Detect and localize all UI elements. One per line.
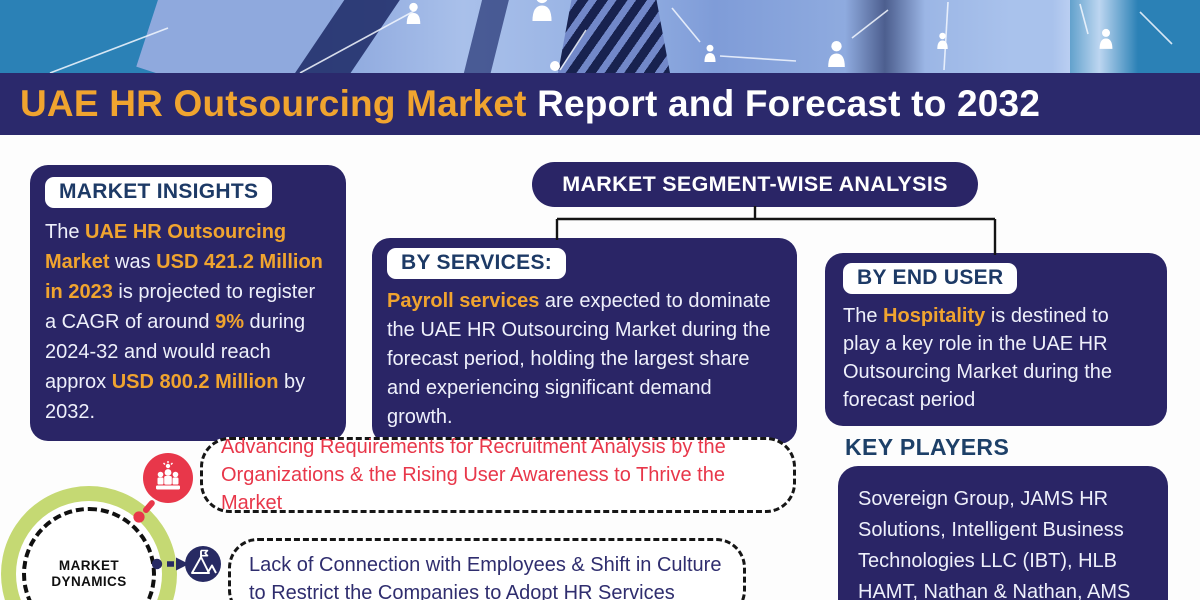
market-dynamics-badge: MARKET DYNAMICS <box>1 486 177 600</box>
by-services-body: Payroll services are expected to dominat… <box>387 290 771 428</box>
title-bar: UAE HR Outsourcing Market Report and For… <box>0 73 1200 135</box>
segment-analysis-header: MARKET SEGMENT-WISE ANALYSIS <box>532 162 978 207</box>
flag-mountain-icon <box>185 546 221 582</box>
by-end-user-card: BY END USER The Hospitality is destined … <box>825 253 1167 426</box>
title-highlight: UAE HR Outsourcing Market <box>20 83 527 124</box>
key-players-heading: KEY PLAYERS <box>845 434 1010 460</box>
key-players-card: Sovereign Group, JAMS HR Solutions, Inte… <box>838 466 1168 600</box>
person-icon <box>828 41 845 67</box>
by-end-user-header: BY END USER <box>843 263 1018 294</box>
title-rest: Report and Forecast to 2032 <box>537 83 1041 124</box>
people-podium-icon <box>143 453 193 503</box>
person-icon <box>547 61 563 73</box>
by-end-user-body: The Hospitality is destined to play a ke… <box>843 305 1113 411</box>
person-network-icons <box>49 0 1173 73</box>
driver-callout-text: Advancing Requirements for Recruitment A… <box>221 436 726 514</box>
person-icon <box>532 0 552 21</box>
hero-banner <box>0 0 1200 73</box>
market-dynamics-label: MARKET DYNAMICS <box>51 558 127 589</box>
by-services-card: BY SERVICES: Payroll services are expect… <box>372 238 797 444</box>
banner-coat-highlight <box>1052 0 1138 73</box>
page-title: UAE HR Outsourcing Market Report and For… <box>20 83 1040 125</box>
driver-callout: Advancing Requirements for Recruitment A… <box>200 436 796 514</box>
by-services-header: BY SERVICES: <box>387 248 567 279</box>
restraint-callout: Lack of Connection with Employees & Shif… <box>228 538 746 600</box>
person-icon <box>1099 28 1113 49</box>
key-players-list: Sovereign Group, JAMS HR Solutions, Inte… <box>858 488 1131 600</box>
market-insights-header: MARKET INSIGHTS <box>45 177 273 208</box>
person-icon <box>704 44 716 62</box>
banner-striped-tie <box>558 0 670 73</box>
restraint-callout-text: Lack of Connection with Employees & Shif… <box>249 554 722 600</box>
market-insights-body: The UAE HR Outsourcing Market was USD 42… <box>45 221 323 423</box>
market-insights-card: MARKET INSIGHTS The UAE HR Outsourcing M… <box>30 165 346 441</box>
